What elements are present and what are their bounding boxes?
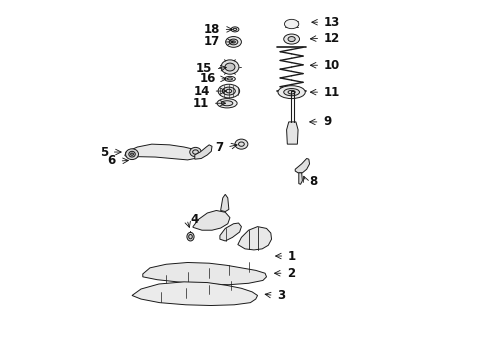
Polygon shape <box>125 144 200 160</box>
Ellipse shape <box>231 27 239 32</box>
Polygon shape <box>220 194 229 212</box>
Ellipse shape <box>225 63 235 71</box>
Ellipse shape <box>278 86 305 99</box>
Text: 17: 17 <box>204 35 220 49</box>
Text: 1: 1 <box>288 249 296 262</box>
Text: 13: 13 <box>324 16 340 29</box>
Ellipse shape <box>217 99 237 108</box>
Polygon shape <box>220 223 242 241</box>
Polygon shape <box>287 122 298 144</box>
Ellipse shape <box>288 37 295 41</box>
Polygon shape <box>295 158 310 173</box>
Ellipse shape <box>235 139 248 149</box>
Ellipse shape <box>284 34 299 44</box>
Ellipse shape <box>221 60 239 74</box>
Text: 5: 5 <box>100 145 108 158</box>
Polygon shape <box>132 282 258 306</box>
Polygon shape <box>238 226 271 250</box>
Polygon shape <box>299 173 302 184</box>
Text: 4: 4 <box>191 213 199 226</box>
Text: 18: 18 <box>203 23 220 36</box>
Text: 11: 11 <box>324 86 340 99</box>
Ellipse shape <box>225 37 242 47</box>
Polygon shape <box>195 145 212 159</box>
Ellipse shape <box>129 151 135 157</box>
Ellipse shape <box>187 232 194 241</box>
Text: 7: 7 <box>216 140 223 153</box>
Ellipse shape <box>224 76 235 81</box>
Ellipse shape <box>125 149 139 159</box>
Ellipse shape <box>221 101 233 106</box>
Polygon shape <box>143 262 267 285</box>
Polygon shape <box>193 211 230 230</box>
Text: 14: 14 <box>194 85 210 98</box>
Text: 10: 10 <box>324 59 340 72</box>
Text: 8: 8 <box>310 175 318 188</box>
Ellipse shape <box>190 147 201 157</box>
Ellipse shape <box>284 89 299 96</box>
Ellipse shape <box>222 87 235 95</box>
Text: 11: 11 <box>193 97 209 110</box>
Text: 6: 6 <box>108 154 116 167</box>
Ellipse shape <box>229 39 238 45</box>
Text: 2: 2 <box>287 267 295 280</box>
Text: 15: 15 <box>196 62 212 75</box>
Text: 3: 3 <box>277 289 285 302</box>
Text: 9: 9 <box>323 116 331 129</box>
Ellipse shape <box>218 84 240 98</box>
Text: 16: 16 <box>199 72 216 85</box>
Text: 12: 12 <box>324 32 340 45</box>
Ellipse shape <box>285 19 299 29</box>
